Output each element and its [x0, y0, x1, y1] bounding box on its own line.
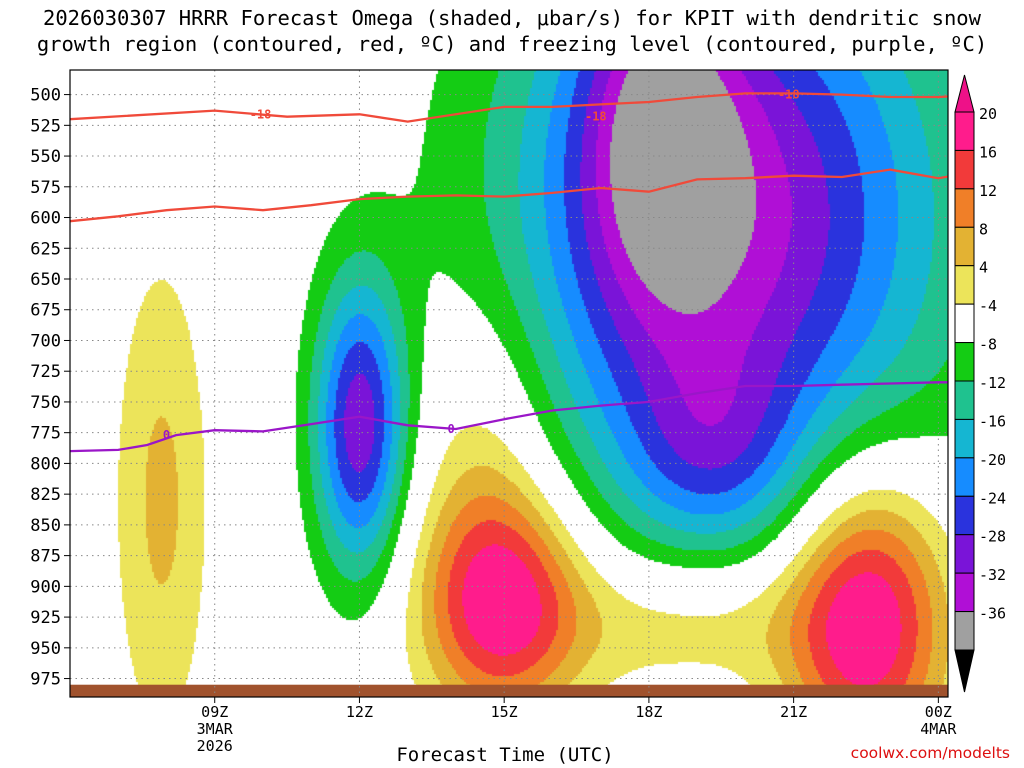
y-tick-label: 675	[30, 301, 61, 321]
y-tick-label: 800	[30, 454, 61, 474]
colorbar-bottom-triangle	[954, 649, 975, 693]
colorbar-label: -28	[979, 528, 1006, 546]
colorbar: 20 16 12 8 4 -4 -8 -12 -16 -20 -24 -28 -32 -36	[954, 74, 1006, 693]
y-tick-label: 950	[30, 639, 61, 659]
y-tick-label: 825	[30, 485, 61, 505]
y-tick-label: 550	[30, 147, 61, 167]
chart-title-line2: growth region (contoured, red, ºC) and f…	[36, 32, 988, 56]
colorbar-label: -32	[979, 566, 1006, 584]
dgz-label-3: -18	[778, 88, 800, 102]
x-tick-label: 12Z	[346, 703, 373, 721]
colorbar-label: -36	[979, 605, 1006, 623]
y-tick-label: 625	[30, 239, 61, 259]
colorbar-bin	[954, 611, 975, 651]
contour-label-0: -18	[250, 107, 272, 121]
colorbar-bin	[954, 226, 975, 267]
y-axis: 500 525 550 575 600 625 650 675 700 725 750 775 800 8…	[30, 86, 70, 690]
colorbar-bin	[954, 188, 975, 228]
colorbar-label: -12	[979, 374, 1006, 392]
y-tick-label: 775	[30, 424, 61, 444]
colorbar-label: -8	[979, 336, 997, 354]
colorbar-bin	[954, 418, 975, 459]
x-tick-label: 15Z	[491, 703, 518, 721]
colorbar-label: 20	[979, 105, 997, 123]
freezing-level-contour	[70, 381, 948, 453]
colorbar-label: 16	[979, 143, 997, 161]
x-tick-date: 3MAR	[197, 720, 234, 738]
y-tick-label: 925	[30, 608, 61, 628]
x-axis-title: Forecast Time (UTC)	[396, 744, 614, 766]
colorbar-top-triangle	[954, 74, 975, 113]
ground-strip	[70, 684, 948, 697]
colorbar-bin	[954, 380, 975, 420]
y-tick-label: 650	[30, 270, 61, 290]
x-tick-label: 21Z	[780, 703, 807, 721]
y-tick-label: 875	[30, 547, 61, 567]
colorbar-bin	[954, 457, 975, 497]
colorbar-bin	[954, 342, 975, 382]
colorbar-bin	[954, 265, 975, 305]
omega-shading	[70, 70, 948, 697]
credit-text: coolwx.com/modelts	[850, 744, 1010, 762]
dgz-contour-0	[70, 92, 948, 123]
colorbar-bin	[954, 303, 975, 344]
y-tick-label: 975	[30, 670, 61, 690]
y-tick-label: 700	[30, 331, 61, 351]
colorbar-label: -20	[979, 451, 1006, 469]
y-tick-label: 500	[30, 86, 61, 106]
x-tick-year: 2026	[197, 737, 233, 755]
y-tick-label: 525	[30, 116, 61, 136]
y-tick-label: 600	[30, 209, 61, 229]
colorbar-bin	[954, 149, 975, 190]
y-tick-label: 850	[30, 516, 61, 536]
colorbar-bin	[954, 534, 975, 574]
colorbar-bin	[954, 111, 975, 151]
colorbar-label: -16	[979, 412, 1006, 430]
y-tick-label: 575	[30, 178, 61, 198]
plot-frame	[69, 69, 949, 698]
x-tick-label: 09Z	[201, 703, 228, 721]
colorbar-label: -4	[979, 297, 997, 315]
temperature-contours: -18 -18 0 0 -18	[70, 88, 948, 453]
contour-label-2: 0	[163, 428, 170, 442]
x-tick-label: 00Z	[925, 703, 952, 721]
dgz-contour-1	[70, 168, 948, 223]
y-tick-label: 900	[30, 577, 61, 597]
colorbar-label: 8	[979, 220, 988, 238]
colorbar-label: 12	[979, 182, 997, 200]
y-tick-label: 750	[30, 393, 61, 413]
colorbar-bin	[954, 572, 975, 613]
y-tick-label: 725	[30, 362, 61, 382]
freezing-label-2: 0	[447, 422, 454, 436]
colorbar-label: 4	[979, 259, 988, 277]
colorbar-label: -24	[979, 489, 1006, 507]
contour-label-1: -18	[585, 110, 607, 124]
chart-title-line1: 2026030307 HRRR Forecast Omega (shaded, …	[43, 6, 981, 30]
x-tick-label: 18Z	[635, 703, 662, 721]
x-tick-date: 4MAR	[920, 720, 957, 738]
colorbar-bin	[954, 495, 975, 536]
